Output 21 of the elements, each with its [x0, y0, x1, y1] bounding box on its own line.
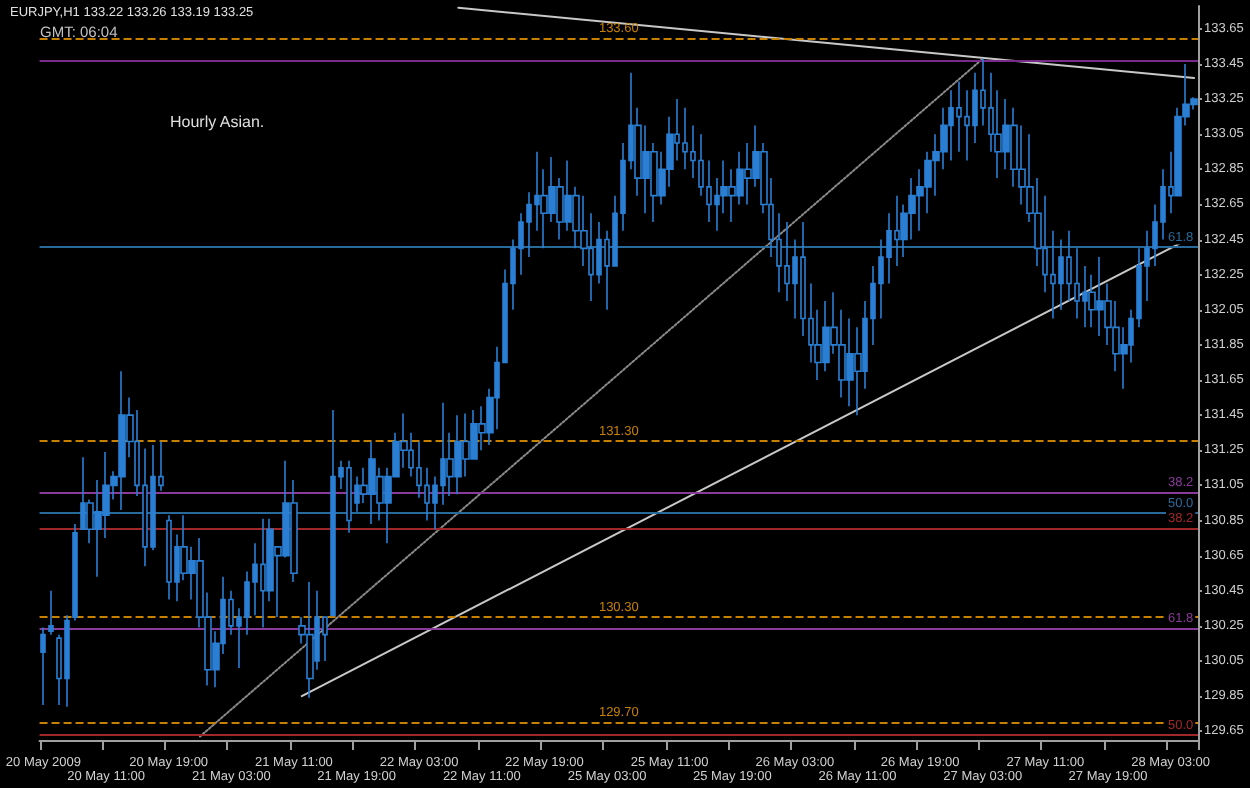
candlestick: [1096, 256, 1104, 337]
candlestick: [306, 581, 314, 699]
candlestick: [956, 80, 962, 153]
candlestick: [72, 523, 78, 622]
candlestick: [260, 517, 266, 629]
candlestick: [330, 409, 336, 617]
candlestick: [682, 107, 688, 171]
candlestick: [64, 614, 70, 708]
candlestick: [166, 514, 172, 601]
candlestick: [454, 414, 462, 495]
candlestick: [346, 460, 352, 534]
candlestick: [368, 440, 376, 525]
candlestick: [400, 412, 408, 469]
candlestick: [48, 589, 54, 636]
candlestick: [822, 300, 830, 373]
annotation: Hourly Asian.: [170, 113, 265, 131]
candlestick: [1058, 238, 1064, 311]
candlestick: [948, 89, 954, 162]
candlestick: [40, 626, 46, 706]
candlestick: [846, 317, 854, 408]
candlestick: [118, 370, 126, 511]
